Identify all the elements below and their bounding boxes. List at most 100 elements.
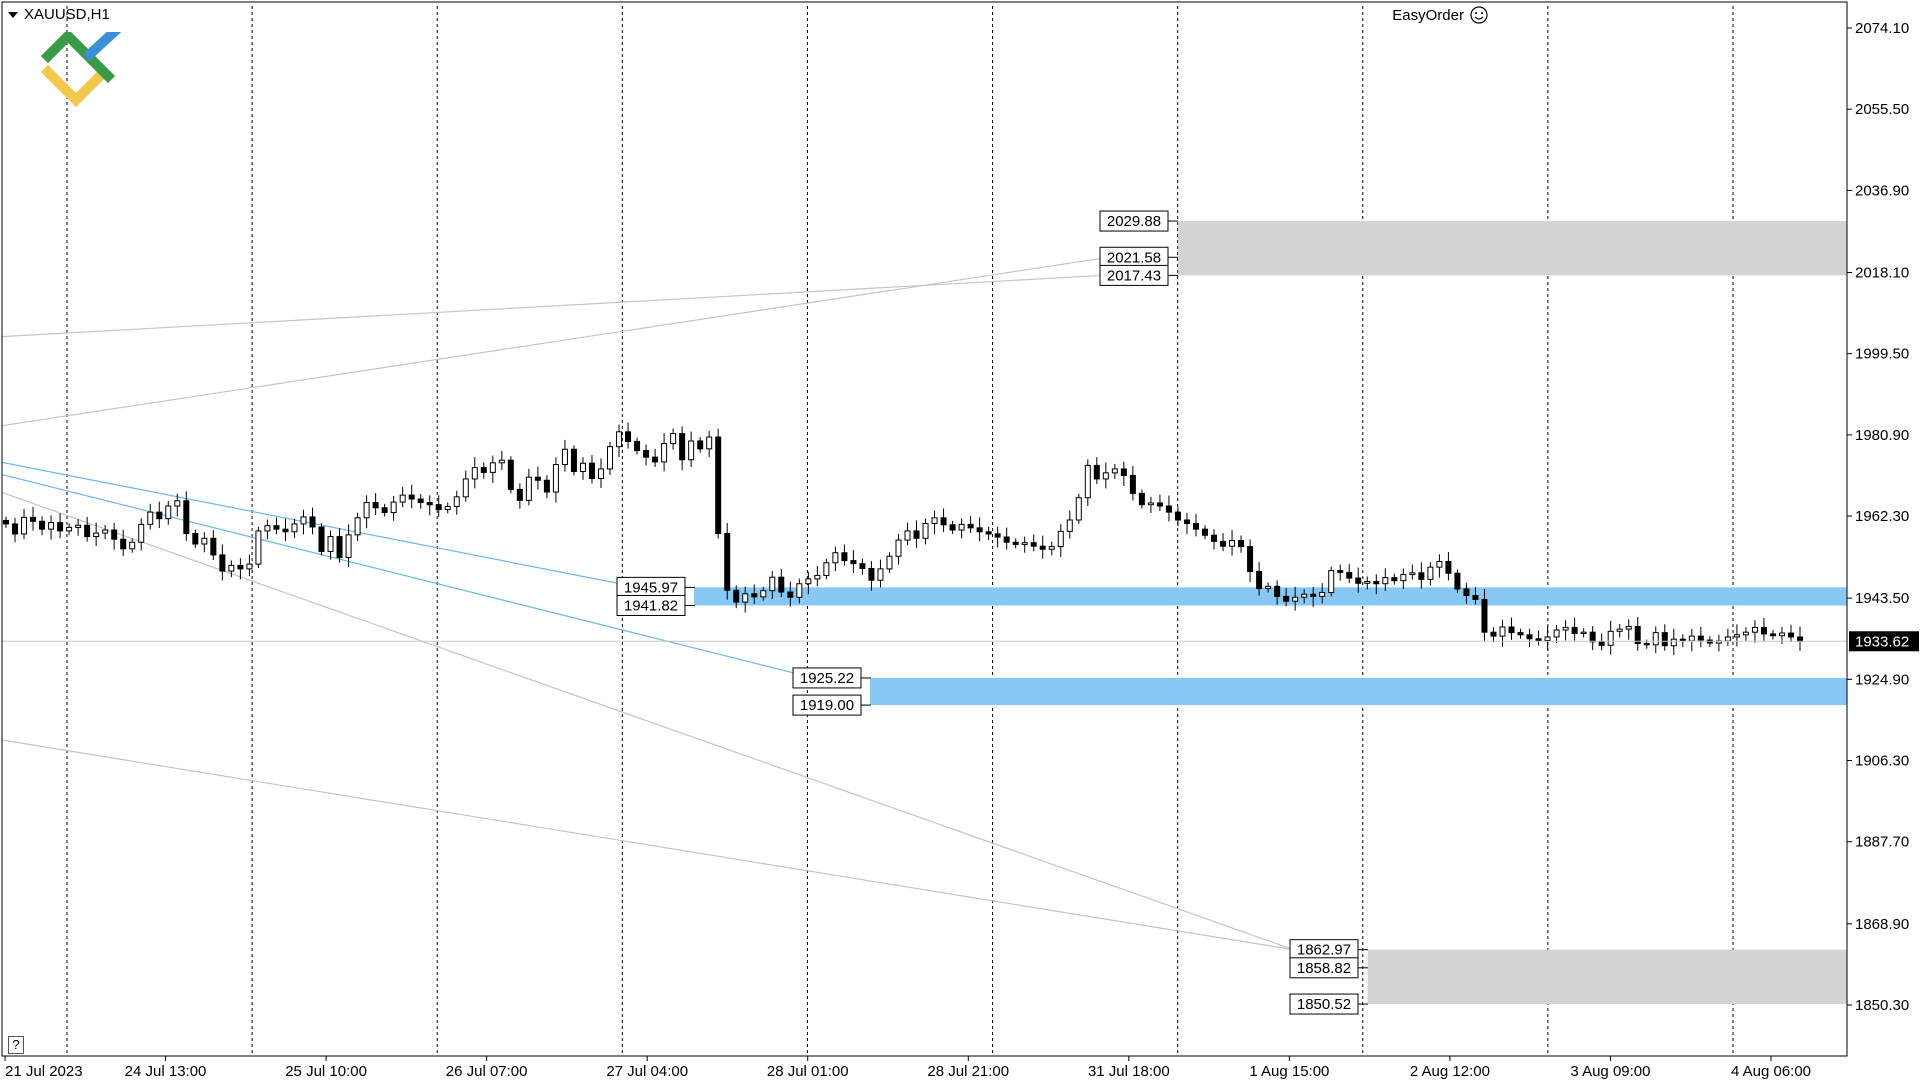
help-button[interactable]: ? [8,1036,24,1054]
candle-bearish [1003,536,1010,543]
trendlines [1,256,1294,951]
x-tick-label: 28 Jul 01:00 [767,1063,849,1080]
candle-bullish [390,501,397,514]
candle-bearish [643,450,650,458]
candle-bearish [1679,638,1686,642]
candle-bullish [1733,634,1740,638]
zone-blue [870,677,1847,706]
y-tick-label: 1962.30 [1855,508,1909,525]
candle-bearish [868,567,875,581]
zone-price-label: 2017.43 [1099,264,1178,286]
y-tick-label: 1906.30 [1855,753,1909,770]
chevron-down-icon[interactable] [8,11,18,18]
x-tick-label: 4 Aug 06:00 [1731,1063,1811,1080]
y-tick-label: 2074.10 [1855,20,1909,37]
candle-bearish [570,448,577,473]
zone-price-label: 1925.22 [792,667,871,689]
zone-price-label: 1945.97 [616,576,695,598]
candle-bearish [1787,632,1794,638]
candle-bearish [1183,519,1190,524]
candle-bearish [1174,511,1181,521]
candle-bullish [1301,593,1308,598]
candle-bullish [742,593,749,603]
candle-bullish [21,516,28,535]
candle-bullish [201,537,208,545]
plot-frame [1,1,1848,1057]
candle-bullish [1229,540,1236,547]
candle-bullish [958,523,965,531]
candle-bearish [1598,641,1605,646]
candle-bullish [291,523,298,533]
candle-bearish [634,440,641,452]
symbol-timeframe[interactable]: XAUUSD,H1 [8,6,110,23]
candle-bullish [904,530,911,541]
candle-bearish [1508,626,1515,634]
candle-bearish [1760,626,1767,635]
candle-bearish [625,431,632,442]
candle-bearish [1012,541,1019,545]
candle-bearish [778,576,785,593]
candle-bullish [1580,631,1587,634]
candle-bearish [273,525,280,530]
zone-price-label: 2021.58 [1099,246,1178,268]
candle-bearish [913,530,920,539]
candle-bullish [1562,626,1569,631]
candle-bullish [1111,468,1118,474]
candle-bullish [399,494,406,503]
y-tick-label: 1868.90 [1855,916,1909,933]
candle-bullish [1724,636,1731,642]
candle-bearish [480,467,487,473]
candle-bearish [219,554,226,572]
candle-bearish [994,533,1001,538]
candle-bullish [931,517,938,524]
candle-bullish [1499,626,1506,637]
trendline-gray [1,256,1110,427]
zone-label-text: 1858.82 [1297,960,1351,977]
current-price-box [1849,631,1919,652]
candle-bullish [895,539,902,557]
candle-bearish [516,488,523,501]
candle-bullish [1292,596,1299,602]
candle-bullish [579,462,586,473]
x-tick-label: 1 Aug 15:00 [1249,1063,1329,1080]
candle-bearish [679,433,686,461]
y-tick-label: 2018.10 [1855,264,1909,281]
y-tick-label: 1943.50 [1855,590,1909,607]
y-tick-label: 1850.30 [1855,997,1909,1014]
candle-bullish [688,440,695,461]
zone-label-text: 1925.22 [800,670,854,687]
x-tick-label: 28 Jul 21:00 [927,1063,1009,1080]
candle-bearish [183,500,190,535]
candle-bearish [1274,585,1281,597]
candle-bullish [1021,542,1028,545]
candle-bearish [1391,577,1398,582]
candle-bullish [255,530,262,565]
y-tick-label: 2036.90 [1855,182,1909,199]
zone-price-label: 1919.00 [792,694,871,716]
zone-label-text: 1862.97 [1297,942,1351,959]
candle-bullish [877,568,884,581]
candle-bearish [724,533,731,591]
candle-bearish [1445,560,1452,574]
candle-bearish [1769,633,1776,637]
candle-bullish [1409,572,1416,576]
easyorder-plugin[interactable]: EasyOrder [1392,6,1488,24]
price-zones [694,221,1847,1005]
candle-bearish [985,531,992,535]
candle-bullish [300,516,307,525]
candle-bearish [408,494,415,500]
candle-bearish [1454,572,1461,590]
candle-bullish [814,574,821,580]
zone-price-label: 2029.88 [1099,210,1178,232]
candle-bearish [309,516,316,528]
x-tick-label: 21 Jul 2023 [5,1063,83,1080]
candle-bullish [147,511,154,525]
candle-bullish [552,464,559,493]
candle-bearish [1346,571,1353,579]
candle-bullish [886,555,893,570]
candle-bullish [489,462,496,473]
candle-bullish [1436,560,1443,568]
